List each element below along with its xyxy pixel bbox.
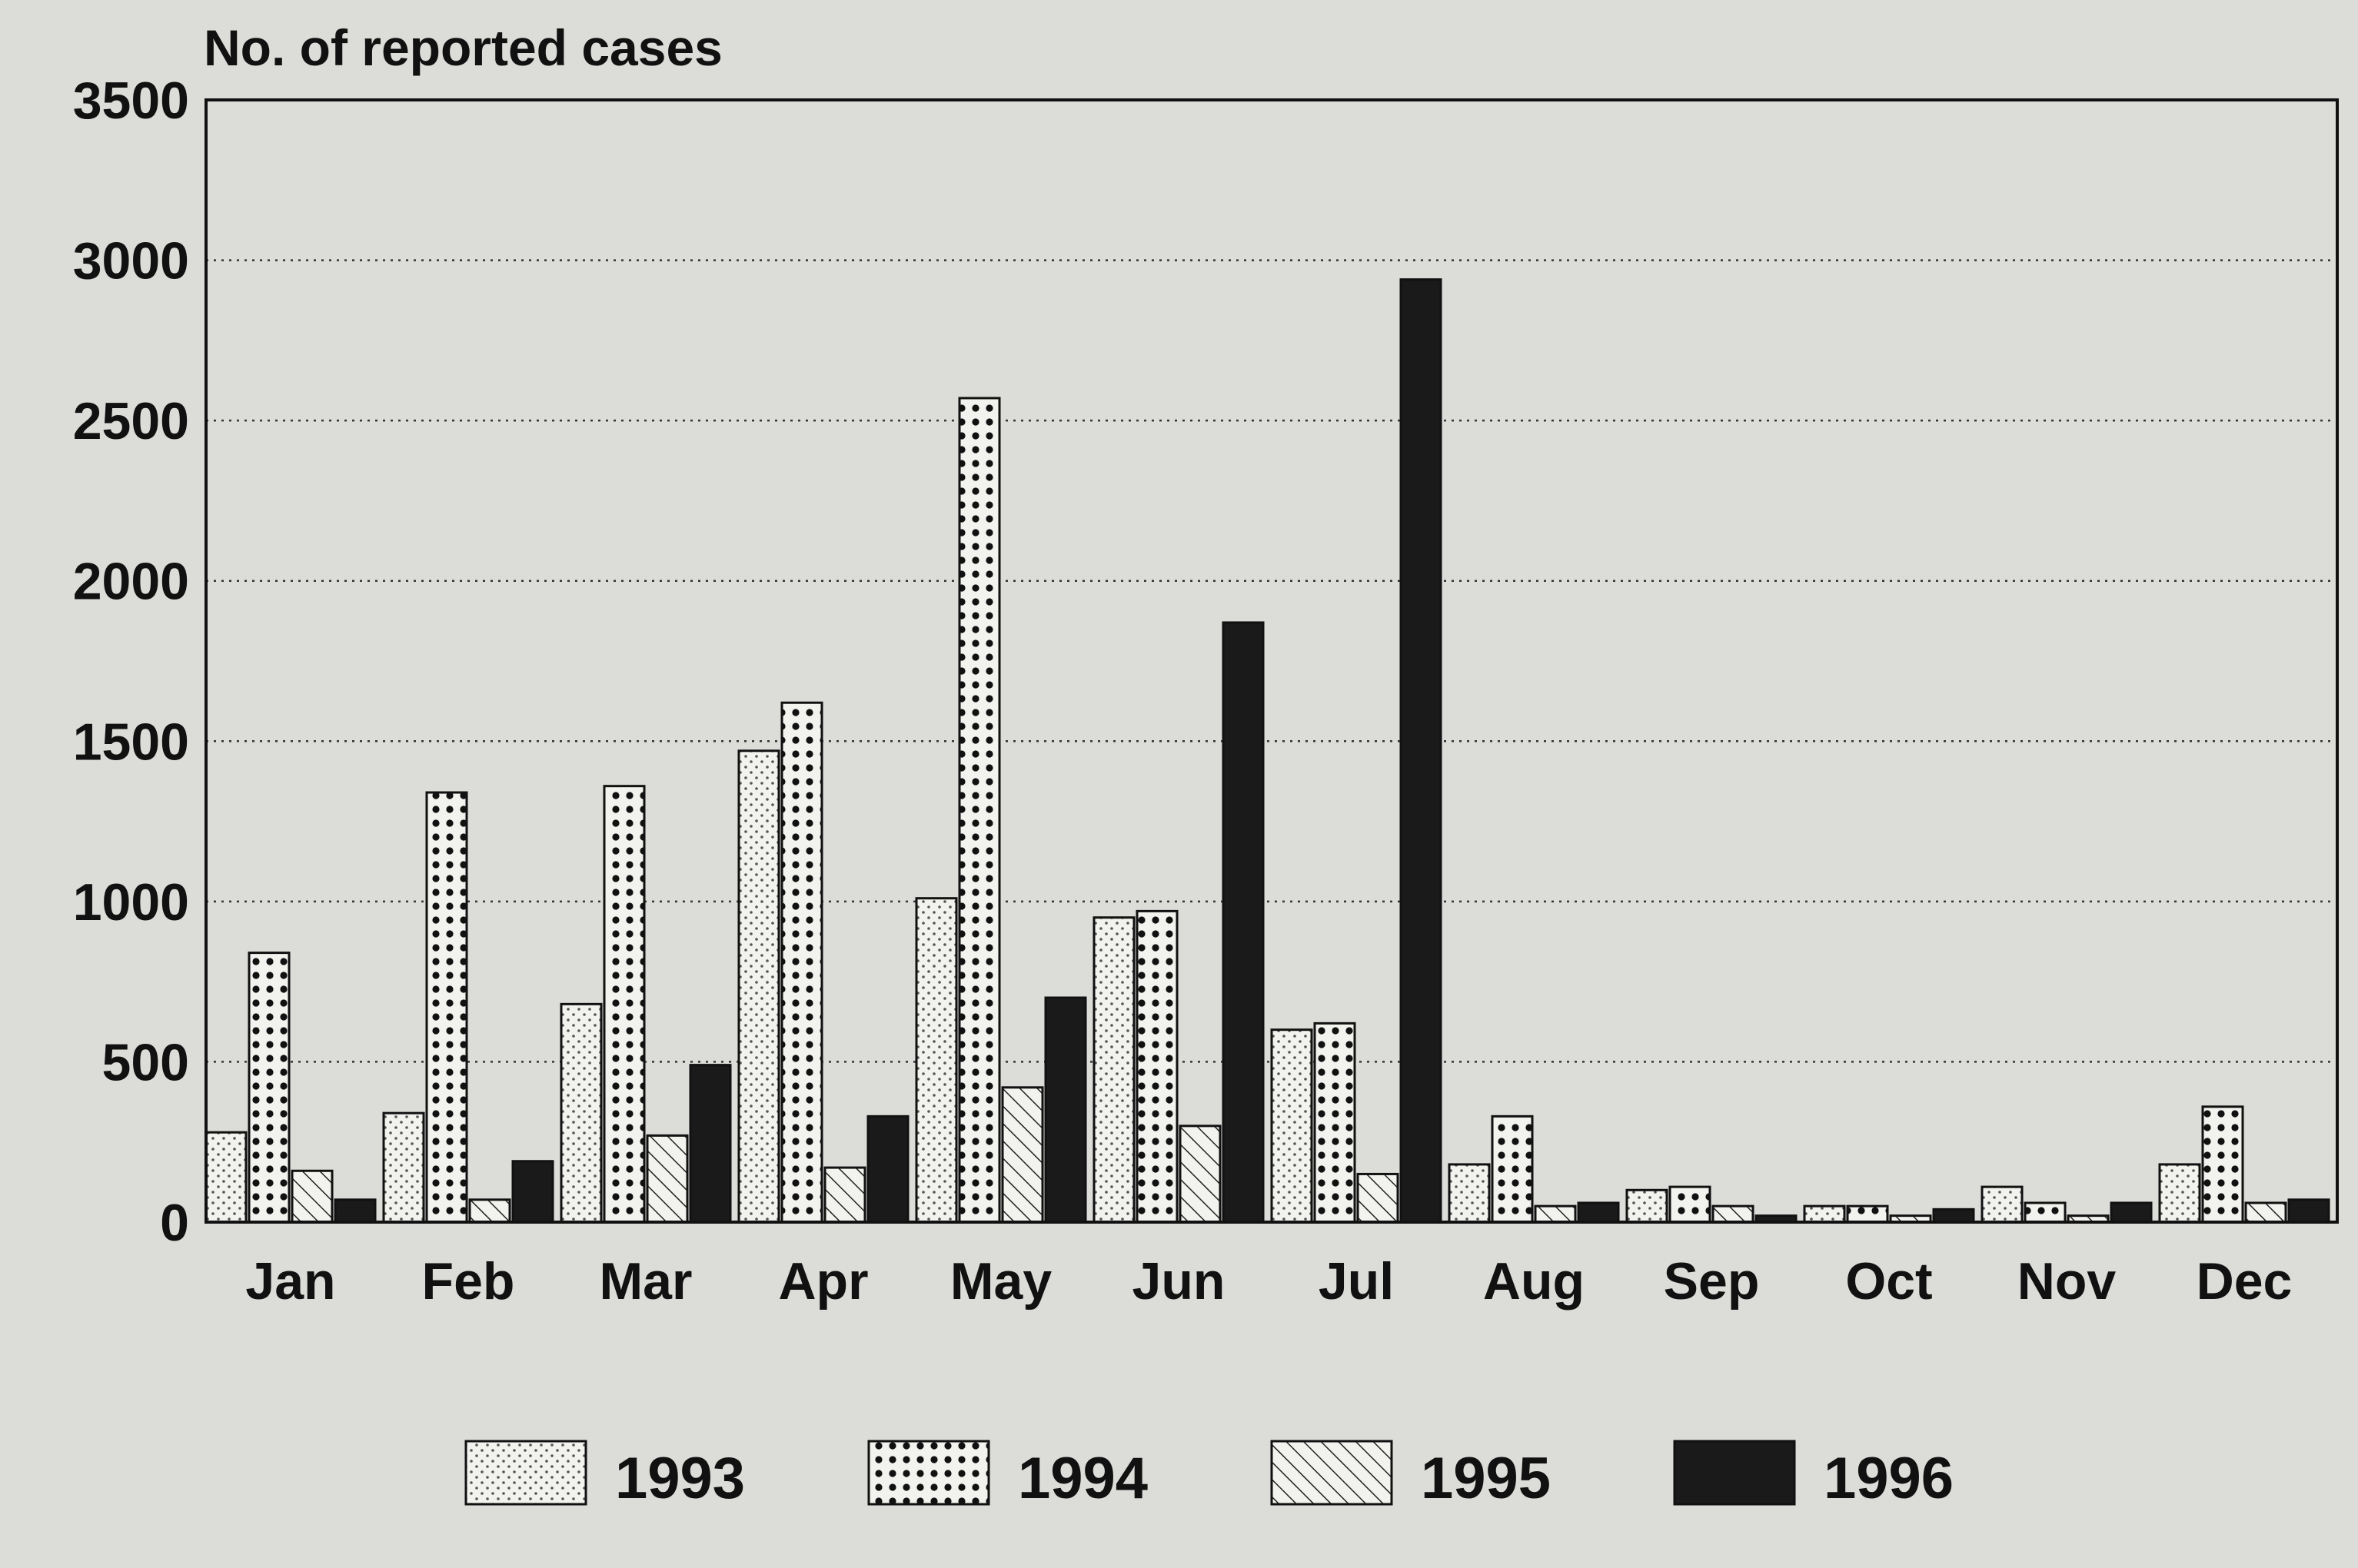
x-tick-label: Dec <box>2197 1252 2293 1311</box>
x-tick-label: Oct <box>1845 1252 1932 1311</box>
bar-1994-feb <box>425 791 468 1224</box>
bar-1996-dec <box>2287 1198 2330 1224</box>
bar-1994-oct <box>1846 1204 1889 1224</box>
legend-swatch-1993 <box>464 1440 587 1506</box>
bar-1993-jan <box>205 1131 248 1224</box>
x-tick-label: Jun <box>1132 1252 1226 1311</box>
bar-1995-may <box>1001 1086 1044 1224</box>
bar-1995-jul <box>1356 1172 1399 1224</box>
bar-1993-feb <box>382 1111 425 1224</box>
y-tick-label: 500 <box>102 1033 189 1091</box>
legend-swatch-1995 <box>1270 1440 1393 1506</box>
bar-1993-mar <box>560 1002 603 1224</box>
bar-1995-jan <box>291 1169 334 1224</box>
y-tick-label: 1500 <box>73 713 189 771</box>
bar-1993-may <box>915 897 958 1224</box>
x-tick-label: Jul <box>1319 1252 1394 1311</box>
bar-1996-may <box>1044 996 1087 1224</box>
legend-label-1993: 1993 <box>615 1446 745 1511</box>
bar-1994-apr <box>780 701 823 1224</box>
bar-1994-jul <box>1313 1022 1356 1224</box>
bar-1996-oct <box>1932 1208 1975 1224</box>
bar-1996-nov <box>2110 1201 2153 1224</box>
x-tick-label: Nov <box>2017 1252 2117 1311</box>
x-tick-label: Sep <box>1664 1252 1760 1311</box>
bar-1993-apr <box>737 749 780 1224</box>
y-tick-label: 2500 <box>73 392 189 450</box>
y-tick-label: 3000 <box>73 232 189 291</box>
bar-1994-dec <box>2201 1105 2244 1224</box>
bar-1993-jul <box>1270 1028 1313 1224</box>
bar-1996-jul <box>1399 278 1442 1224</box>
bar-1994-aug <box>1491 1115 1534 1224</box>
bar-1996-apr <box>866 1115 910 1224</box>
bar-1993-aug <box>1448 1163 1491 1224</box>
y-tick-label: 2000 <box>73 553 189 611</box>
bar-1995-aug <box>1534 1204 1577 1224</box>
y-tick-label: 1000 <box>73 873 189 932</box>
bar-1996-aug <box>1577 1201 1620 1224</box>
x-tick-label: Aug <box>1483 1252 1585 1311</box>
legend-label-1994: 1994 <box>1018 1446 1148 1511</box>
bar-1993-oct <box>1803 1204 1846 1224</box>
bar-1993-jun <box>1093 916 1136 1224</box>
legend-swatch-1994 <box>867 1440 990 1506</box>
x-tick-label: Feb <box>422 1252 515 1311</box>
bar-1993-sep <box>1625 1188 1668 1224</box>
x-tick-label: Apr <box>778 1252 868 1311</box>
bar-1994-jan <box>248 952 291 1224</box>
bar-1995-jun <box>1179 1125 1222 1224</box>
bar-1996-jun <box>1222 621 1265 1224</box>
legend-swatch-1996 <box>1673 1440 1796 1506</box>
bar-1995-feb <box>468 1198 511 1224</box>
legend: 1993 1994 1995 1996 <box>464 1440 1954 1511</box>
x-tick-label: Mar <box>600 1252 693 1311</box>
axes <box>205 98 2339 1224</box>
legend-label-1996: 1996 <box>1824 1446 1954 1511</box>
legend-label-1995: 1995 <box>1421 1446 1551 1511</box>
bar-1994-nov <box>2024 1201 2067 1224</box>
bar-1993-dec <box>2158 1163 2201 1224</box>
y-axis-title: No. of reported cases <box>204 19 723 76</box>
axis-labels: 0 500 1000 1500 2000 2500 3000 3500 No. of repor… <box>73 19 2293 1311</box>
bars <box>205 278 2330 1224</box>
bar-1995-apr <box>823 1166 866 1224</box>
plot-frame <box>205 98 2339 1224</box>
x-tick-label: Jan <box>245 1252 335 1311</box>
bar-1994-jun <box>1136 909 1179 1224</box>
bar-1995-dec <box>2244 1201 2287 1224</box>
bar-1996-jan <box>334 1198 377 1224</box>
bar-1994-sep <box>1668 1185 1711 1224</box>
gridlines <box>206 259 2337 1063</box>
bar-1995-mar <box>646 1134 689 1224</box>
bar-1996-feb <box>511 1160 554 1224</box>
y-tick-label: 3500 <box>73 71 189 130</box>
bar-1994-may <box>958 397 1001 1224</box>
x-tick-label: May <box>950 1252 1052 1311</box>
bar-1995-sep <box>1711 1204 1754 1224</box>
bar-1996-mar <box>689 1064 732 1224</box>
bar-1993-nov <box>1981 1185 2024 1224</box>
y-tick-label: 0 <box>160 1194 189 1252</box>
bar-1994-mar <box>603 785 646 1224</box>
